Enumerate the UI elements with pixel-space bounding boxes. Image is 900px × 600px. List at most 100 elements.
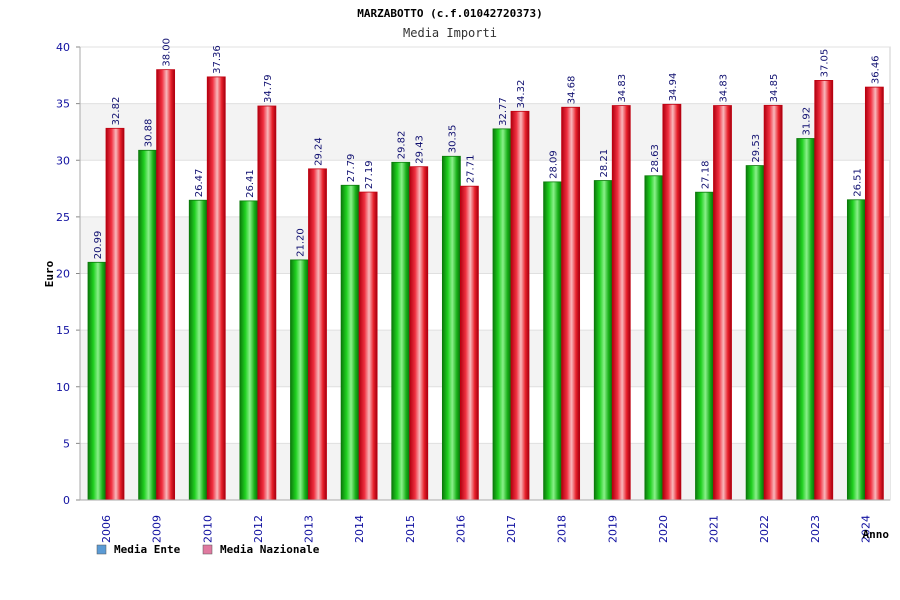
bar-media-ente-2014 [340,184,360,501]
x-tick-label-2010: 2010 [201,515,214,543]
bar-media-ente-2015 [391,161,411,501]
data-label-media-ente-2020: 28.63 [650,144,661,173]
y-tick-label: 15 [56,324,70,337]
data-label-media-ente-2015: 29.82 [397,131,408,160]
bar-media-nazionale-2019 [611,105,631,501]
data-label-media-nazionale-2021: 34.83 [719,74,730,103]
bar-media-nazionale-2018 [561,106,581,501]
data-label-media-nazionale-2022: 34.85 [769,74,780,103]
y-tick-label: 30 [56,154,70,167]
data-label-media-nazionale-2012: 34.79 [263,74,274,103]
bar-media-nazionale-2023 [814,80,834,501]
y-axis-ticks: 0 5 10 15 20 25 30 35 40 [56,41,81,507]
bar-media-nazionale-2015 [409,166,429,501]
bar-media-ente-2022 [745,165,765,501]
x-axis-label: Anno [863,528,890,541]
data-label-media-ente-2010: 26.47 [194,169,205,198]
bar-media-ente-2020 [644,175,664,501]
bar-media-ente-2024 [846,199,866,501]
x-tick-label-2015: 2015 [404,515,417,543]
data-label-media-ente-2014: 27.79 [346,154,357,183]
bar-media-ente-2012 [239,200,259,501]
bar-media-nazionale-2012 [257,105,277,501]
data-label-media-nazionale-2023: 37.05 [820,49,831,78]
chart-title: MARZABOTTO (c.f.01042720373) [357,7,542,20]
bar-media-nazionale-2016 [459,185,479,501]
bar-media-nazionale-2014 [358,191,378,501]
y-tick-label: 20 [56,268,70,281]
data-label-media-nazionale-2009: 38.00 [162,38,173,67]
bar-media-ente-2018 [543,181,563,501]
y-tick-label: 40 [56,41,70,54]
bar-media-nazionale-2013 [308,168,327,501]
x-tick-label-2013: 2013 [303,515,316,543]
bar-media-ente-2009 [138,149,158,501]
data-labels: 20.99 32.82 30.88 38.00 26.47 37.36 26.41 34.79… [93,38,881,259]
y-tick-label: 0 [63,494,70,507]
data-label-media-nazionale-2006: 32.82 [111,97,122,126]
bar-media-nazionale-2022 [763,104,783,501]
bar-media-ente-2023 [796,138,816,501]
data-label-media-nazionale-2017: 34.32 [516,80,527,109]
y-tick-label: 25 [56,211,70,224]
legend-label-media-nazionale: Media Nazionale [220,543,320,556]
data-label-media-nazionale-2014: 27.19 [364,160,375,189]
data-label-media-nazionale-2020: 34.94 [668,73,679,102]
legend-swatch-media-ente [96,544,107,555]
bar-media-ente-2017 [492,128,512,501]
x-tick-label-2019: 2019 [606,515,619,543]
data-label-media-nazionale-2018: 34.68 [567,76,578,105]
x-tick-label-2024: 2024 [859,515,872,543]
data-label-media-ente-2024: 26.51 [852,168,863,197]
data-label-media-ente-2013: 21.20 [296,228,307,257]
x-tick-label-2016: 2016 [454,515,467,543]
data-label-media-nazionale-2013: 29.24 [314,137,325,166]
bar-media-ente-2016 [441,155,461,501]
x-tick-label-2006: 2006 [100,515,113,543]
legend-label-media-ente: Media Ente [114,543,181,556]
y-tick-label: 35 [56,98,70,111]
data-label-media-ente-2017: 32.77 [498,97,509,126]
data-label-media-ente-2019: 28.21 [599,149,610,178]
data-label-media-ente-2016: 30.35 [447,125,458,154]
x-tick-label-2012: 2012 [252,515,265,543]
data-label-media-ente-2023: 31.92 [802,107,813,136]
x-tick-label-2018: 2018 [556,515,569,543]
data-label-media-ente-2018: 28.09 [549,150,560,179]
bar-media-ente-2019 [593,180,613,501]
data-label-media-ente-2022: 29.53 [751,134,762,163]
x-tick-label-2021: 2021 [708,515,721,543]
bar-media-ente-2010 [188,199,208,501]
data-label-media-nazionale-2019: 34.83 [617,74,628,103]
data-label-media-ente-2009: 30.88 [144,119,155,148]
data-label-media-ente-2012: 26.41 [245,169,256,198]
y-tick-label: 5 [63,437,70,450]
x-tick-label-2009: 2009 [151,515,164,543]
bars [87,69,884,501]
x-axis-ticks: 2006 2009 2010 2012 2013 2014 2015 2016 2017 2018… [80,499,890,543]
x-tick-label-2023: 2023 [809,515,822,543]
bar-media-nazionale-2024 [864,86,884,501]
bar-media-nazionale-2020 [662,103,682,501]
bar-media-nazionale-2021 [713,105,732,501]
bar-media-nazionale-2009 [156,69,176,501]
bar-media-ente-2021 [695,191,714,501]
bar-media-ente-2006 [87,261,107,501]
data-label-media-nazionale-2024: 36.46 [870,55,881,84]
bar-media-nazionale-2017 [510,110,530,501]
bar-media-nazionale-2010 [206,76,226,501]
x-tick-label-2017: 2017 [505,515,518,543]
legend-swatch-media-nazionale [202,544,213,555]
x-tick-label-2022: 2022 [758,515,771,543]
data-label-media-nazionale-2016: 27.71 [465,155,476,184]
chart-subtitle: Media Importi [403,26,497,40]
data-label-media-nazionale-2015: 29.43 [415,135,426,164]
data-label-media-ente-2021: 27.18 [701,161,712,190]
y-tick-label: 10 [56,381,70,394]
bar-media-nazionale-2006 [105,127,125,501]
x-tick-label-2014: 2014 [353,515,366,543]
bar-media-ente-2013 [290,259,309,501]
legend: Media Ente Media Nazionale [96,543,320,556]
